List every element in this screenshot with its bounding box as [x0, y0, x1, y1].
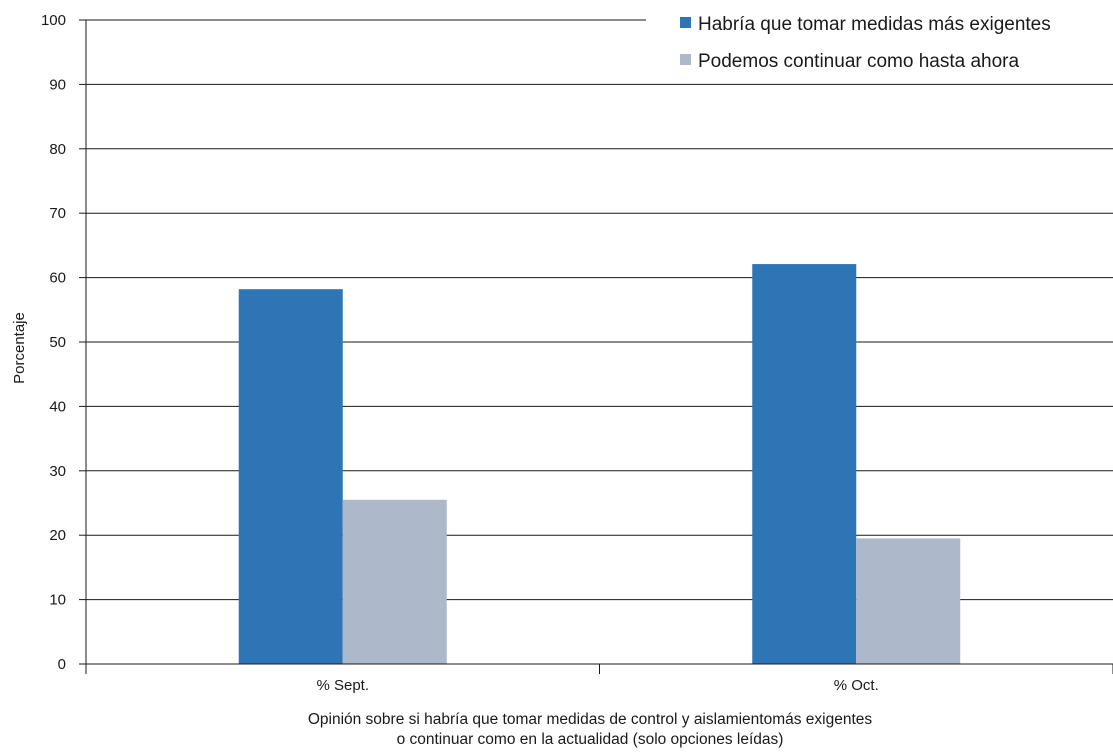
axes	[85, 20, 1113, 674]
bar-continuar-oct	[856, 538, 961, 664]
legend-background	[646, 8, 1113, 76]
legend-label-continuar: Podemos continuar como hasta ahora	[698, 51, 1020, 72]
legend-swatch-medidas	[680, 17, 691, 28]
bars	[238, 264, 961, 664]
y-axis-title: Porcentaje	[11, 312, 28, 384]
x-axis-title-line-2: o continuar como en la actualidad (solo …	[397, 731, 784, 748]
y-tick-label-60: 60	[49, 270, 66, 287]
x-category-label-oct: % Oct.	[834, 677, 879, 694]
y-tick-label-80: 80	[49, 141, 66, 158]
y-tick-labels: 0 10 20 30 40 50 60 70 80 90 100	[41, 12, 66, 673]
y-tick-label-100: 100	[41, 12, 66, 29]
y-tick-label-40: 40	[49, 398, 66, 415]
x-category-label-sept: % Sept.	[316, 677, 369, 694]
x-category-labels: % Sept. % Oct.	[316, 677, 878, 694]
x-axis-title-line-1: Opinión sobre si habría que tomar medida…	[308, 711, 873, 728]
bar-medidas-oct	[752, 264, 857, 664]
bar-medidas-sept	[238, 289, 343, 664]
y-tick-label-50: 50	[49, 334, 66, 351]
y-tick-label-70: 70	[49, 205, 66, 222]
legend-label-medidas: Habría que tomar medidas más exigentes	[698, 14, 1051, 35]
y-tick-label-20: 20	[49, 527, 66, 544]
y-tick-label-90: 90	[49, 76, 66, 93]
legend-swatch-continuar	[680, 54, 691, 65]
bar-continuar-sept	[342, 499, 447, 664]
legend: Habría que tomar medidas más exigentes P…	[646, 8, 1113, 76]
y-tick-label-0: 0	[58, 656, 66, 673]
y-tick-label-10: 10	[49, 592, 66, 609]
y-tick-label-30: 30	[49, 463, 66, 480]
